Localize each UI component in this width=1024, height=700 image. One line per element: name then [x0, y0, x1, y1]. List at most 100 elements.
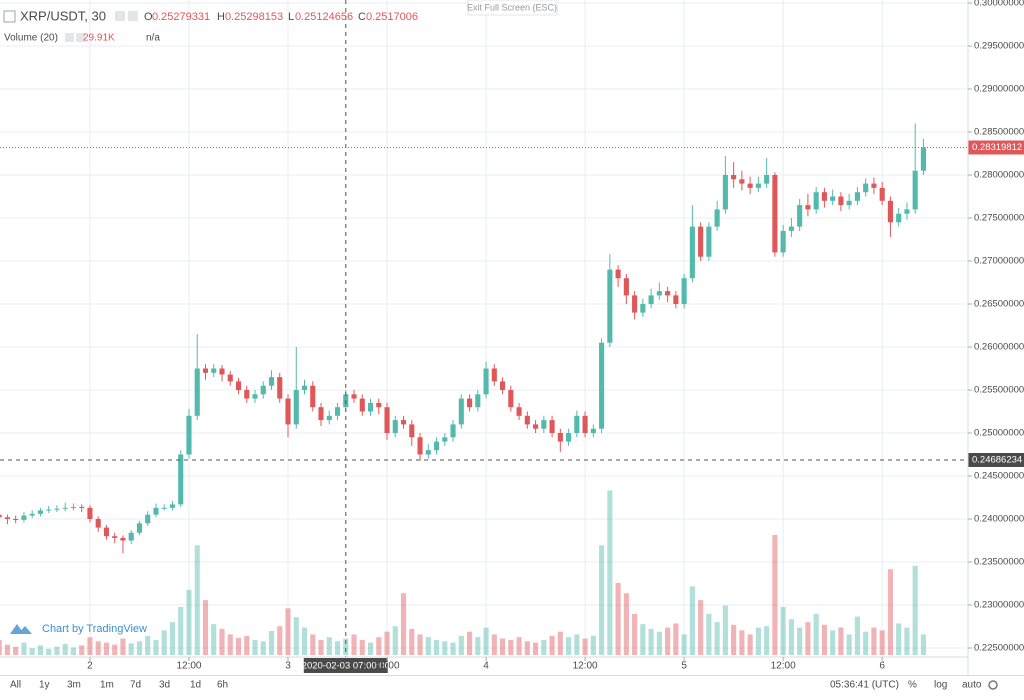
volume-bar [103, 642, 110, 655]
volume-bar [384, 631, 390, 655]
symbol-title: XRP/USDT, 30 [20, 8, 106, 23]
settings-icon[interactable] [128, 11, 138, 21]
volume-bar [887, 569, 893, 655]
candle-body [599, 342, 605, 429]
candle-body [805, 205, 811, 210]
exit-button[interactable] [467, 0, 558, 16]
volume-bar [13, 646, 19, 655]
volume-bar [681, 634, 687, 655]
candle-body [202, 368, 209, 373]
x-tick-label: 6 [879, 661, 885, 672]
candle-body [46, 509, 52, 511]
volume-bar [310, 634, 316, 655]
watermark[interactable]: Chart by TradingView [42, 623, 147, 635]
settings-icon[interactable] [76, 33, 85, 42]
candle-body [310, 385, 316, 408]
candle-body [351, 394, 357, 399]
volume-bar [219, 628, 225, 655]
volume-bar [433, 639, 440, 655]
exit-button-label[interactable]: Exit Full Screen (ESC) [467, 2, 557, 12]
y-tick-label: 0.27000000 [974, 256, 1024, 267]
range-button[interactable]: 1y [39, 680, 50, 691]
candle-body [920, 147, 926, 171]
candle-body [747, 183, 753, 188]
candle-body [863, 183, 869, 193]
ohlc-key: O [144, 11, 153, 23]
candle-body [0, 514, 2, 518]
auto-button[interactable]: auto [962, 680, 982, 691]
candle-body [821, 192, 827, 201]
candle-body [79, 506, 85, 508]
volume-bar [590, 635, 596, 655]
candle-body [70, 506, 77, 508]
candle-body [722, 175, 728, 210]
volume-bar [475, 637, 481, 655]
candle-body [557, 433, 563, 442]
volume-bar [211, 624, 217, 655]
range-button[interactable]: 6h [217, 680, 228, 691]
volume-bar [87, 637, 93, 655]
candle-body [417, 437, 423, 455]
volume-bar [277, 626, 283, 655]
y-tick-label: 0.23500000 [974, 557, 1024, 568]
range-button[interactable]: 3m [67, 680, 81, 691]
x-tick-label: 2 [87, 661, 93, 672]
candle-body [161, 507, 167, 509]
candle-body [714, 209, 720, 227]
range-button[interactable]: 7d [130, 680, 141, 691]
range-button[interactable]: 1d [190, 680, 201, 691]
range-button[interactable]: 3d [159, 680, 170, 691]
log-button[interactable]: log [934, 680, 947, 691]
percent-button[interactable]: % [908, 680, 917, 691]
candle-body [128, 532, 134, 541]
volume-bar [359, 639, 365, 655]
candle-layer [0, 123, 926, 554]
candle-body [879, 187, 885, 201]
candle-body [500, 381, 506, 391]
volume-bar [334, 641, 341, 655]
candle-body [367, 402, 374, 412]
collapse-icon[interactable] [3, 10, 16, 23]
candle-body [318, 407, 324, 421]
candle-body [334, 407, 341, 416]
candle-body [871, 183, 877, 188]
candle-body [764, 175, 770, 184]
volume-bar [367, 642, 374, 655]
candle-body [533, 424, 539, 429]
candle-body [566, 433, 572, 442]
candle-body [293, 390, 299, 425]
candle-body [813, 192, 819, 210]
ohlc-value: 0.25279331 [152, 11, 210, 23]
volume-bar [706, 613, 712, 655]
candle-body [186, 415, 192, 455]
candle-body [458, 398, 464, 425]
settings-gear[interactable] [988, 680, 998, 690]
volume-bar [821, 624, 827, 655]
candle-body [698, 226, 704, 257]
candle-body [887, 200, 893, 223]
volume-bar [29, 648, 35, 655]
volume-bar [665, 627, 671, 655]
eye-icon[interactable] [115, 11, 125, 21]
range-button[interactable]: All [10, 680, 21, 691]
candle-body [731, 175, 737, 180]
price-label: 0.28319812 [972, 142, 1022, 153]
volume-bar [838, 627, 844, 655]
x-tick-label: 3 [285, 661, 291, 672]
candle-body [392, 420, 398, 434]
volume-bar [904, 627, 910, 655]
volume-bar [244, 635, 250, 655]
range-button[interactable]: 1m [100, 680, 114, 691]
volume-bar [599, 545, 605, 655]
x-tick-label: 12:00 [375, 661, 400, 672]
eye-icon[interactable] [65, 33, 74, 42]
candle-body [153, 507, 159, 515]
candle-body [37, 510, 43, 514]
volume-bar [425, 637, 431, 655]
volume-bar [755, 627, 761, 655]
volume-bar [714, 622, 720, 655]
volume-bar [623, 593, 629, 655]
candle-body [359, 398, 365, 412]
volume-bar [846, 634, 852, 655]
y-tick-label: 0.29500000 [974, 41, 1024, 52]
